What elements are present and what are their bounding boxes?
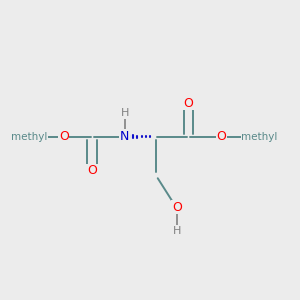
- Text: O: O: [172, 201, 182, 214]
- Text: O: O: [184, 97, 194, 110]
- Text: O: O: [216, 130, 226, 143]
- Text: H: H: [121, 108, 129, 118]
- Text: methyl: methyl: [241, 132, 278, 142]
- Text: O: O: [87, 164, 97, 177]
- Text: O: O: [59, 130, 69, 143]
- Text: H: H: [172, 226, 181, 236]
- Text: methyl: methyl: [11, 132, 48, 142]
- Text: N: N: [120, 130, 129, 143]
